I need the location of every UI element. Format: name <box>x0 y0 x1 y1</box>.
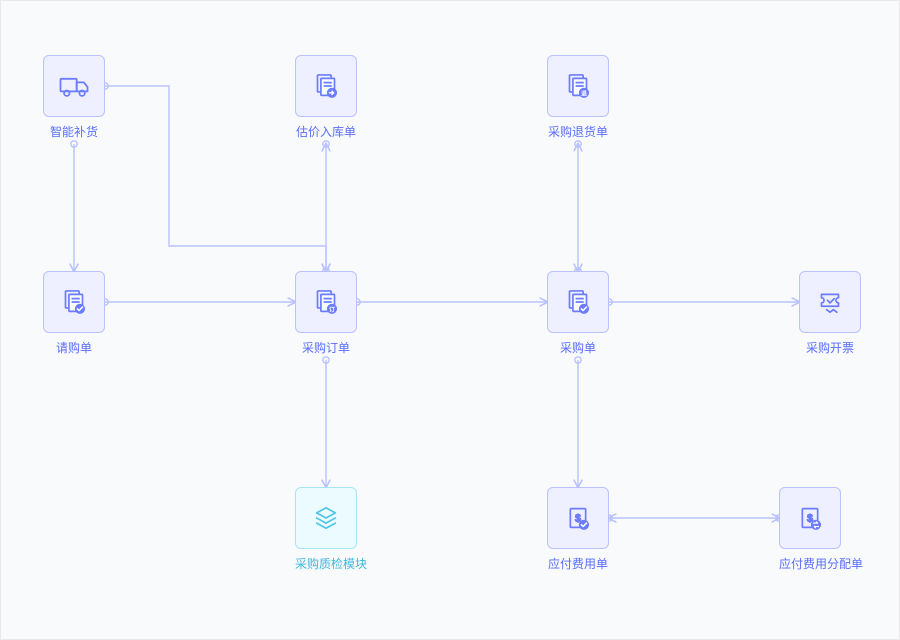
doc-money-icon: $ <box>547 487 609 549</box>
ticket-icon <box>799 271 861 333</box>
flow-node-label: 请购单 <box>43 341 105 357</box>
doc-return-icon: 退 <box>547 55 609 117</box>
flowchart-canvas: 智能补货 估价入库单 退采购退货单 请购单 订采 <box>0 0 900 640</box>
flow-node-po[interactable]: 订采购订单 <box>295 271 357 357</box>
doc-check-icon <box>43 271 105 333</box>
flow-node-label: 应付费用分配单 <box>779 557 841 573</box>
flow-node-invoice[interactable]: 采购开票 <box>799 271 861 357</box>
layers-icon <box>295 487 357 549</box>
doc-order-icon: 订 <box>295 271 357 333</box>
flow-node-label: 采购订单 <box>295 341 357 357</box>
doc-arrow-icon <box>295 55 357 117</box>
truck-icon <box>43 55 105 117</box>
flow-node-valin[interactable]: 估价入库单 <box>295 55 357 141</box>
flow-node-alloc[interactable]: $ 应付费用分配单 <box>779 487 841 573</box>
flow-node-label: 采购开票 <box>799 341 861 357</box>
flow-node-label: 采购单 <box>547 341 609 357</box>
edges-layer <box>1 1 899 639</box>
flow-node-qc[interactable]: 采购质检模块 <box>295 487 357 573</box>
flow-node-smart[interactable]: 智能补货 <box>43 55 105 141</box>
flow-node-label: 采购质检模块 <box>295 557 357 573</box>
svg-text:退: 退 <box>581 89 587 97</box>
flow-node-return[interactable]: 退采购退货单 <box>547 55 609 141</box>
flow-node-purch[interactable]: 采购单 <box>547 271 609 357</box>
svg-text:订: 订 <box>329 305 335 313</box>
flow-edge <box>105 86 326 271</box>
flow-node-label: 应付费用单 <box>547 557 609 573</box>
flow-node-payable[interactable]: $ 应付费用单 <box>547 487 609 573</box>
flow-node-req[interactable]: 请购单 <box>43 271 105 357</box>
doc-swap-icon: $ <box>779 487 841 549</box>
flow-node-label: 智能补货 <box>43 125 105 141</box>
flow-node-label: 采购退货单 <box>547 125 609 141</box>
doc-check-icon <box>547 271 609 333</box>
flow-node-label: 估价入库单 <box>295 125 357 141</box>
